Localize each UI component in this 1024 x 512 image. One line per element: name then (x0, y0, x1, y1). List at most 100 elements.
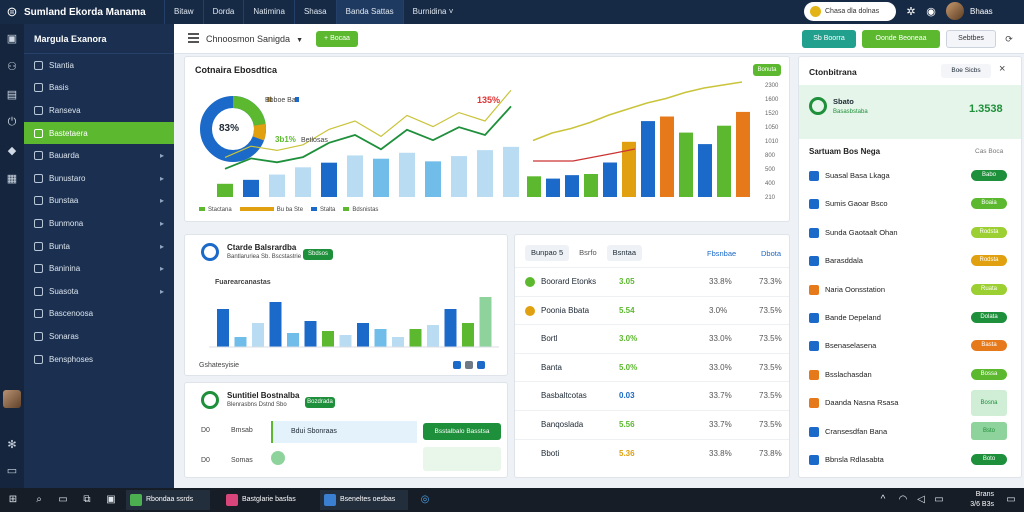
table-row[interactable]: Banta 5.0% 33.0% 73.5% (515, 352, 789, 382)
status-pill[interactable]: Bosna (971, 390, 1007, 417)
panel-button[interactable]: Boe Sicbs (941, 64, 991, 78)
user-name[interactable]: Bhaas (970, 7, 993, 16)
nav-item[interactable]: Bitaw (164, 0, 203, 24)
list-item[interactable]: Naria Oonsstation Ruata (807, 277, 1015, 303)
volume-icon[interactable]: ◁ (917, 494, 925, 505)
nav-item[interactable]: Shasa (293, 0, 336, 24)
home-icon[interactable]: ▣ (6, 32, 18, 45)
status-pill[interactable]: Dolata (971, 312, 1007, 323)
power-icon[interactable]: ⏻ (7, 115, 17, 128)
list-item[interactable]: Barasddala Rodsta (807, 248, 1015, 274)
list-item[interactable]: Sunda Gaotaalt Ohan Rodsta (807, 220, 1015, 246)
status-pill[interactable]: Babo (971, 170, 1007, 181)
sidebar-item[interactable]: Bunstaa ▸ (24, 190, 174, 213)
list-item[interactable]: Bbnsla Rdlasabta Boto (807, 447, 1015, 473)
header-button-secondary[interactable]: Sebtbes (946, 30, 996, 48)
column-header[interactable]: Dbota (761, 249, 782, 258)
sidebar-item[interactable]: Bunmona ▸ (24, 212, 174, 235)
sidebar-item[interactable]: Bunta ▸ (24, 235, 174, 258)
column-header[interactable]: Fbsnbae (707, 249, 737, 258)
task-view-icon[interactable]: ▭ (58, 494, 68, 505)
list-item[interactable]: Sumis Gaoar Bsco Boaia (807, 191, 1015, 217)
settings-icon[interactable]: ✲ (906, 6, 916, 18)
add-button[interactable]: + Bocaa (316, 31, 358, 47)
header-button-primary[interactable]: Sb Boorra (802, 30, 856, 48)
status-pill[interactable]: Boto (971, 454, 1007, 465)
battery-icon[interactable]: ▭ (934, 494, 944, 505)
taskbar-window[interactable]: Bseneltes oesbas (320, 490, 408, 510)
view-icon[interactable] (465, 361, 473, 369)
stats-badge[interactable]: Sbdsos (303, 249, 333, 260)
refresh-icon[interactable]: ⟳ (1005, 34, 1013, 44)
sidebar-item[interactable]: Sonaras (24, 325, 174, 348)
header-button-green[interactable]: Oonde Beoneaa (862, 30, 940, 48)
chat-icon[interactable]: ◆ (7, 144, 17, 157)
menu-icon[interactable] (188, 33, 199, 43)
section-link[interactable]: Cas Boca (975, 148, 1004, 155)
calendar-icon[interactable]: ▦ (6, 172, 18, 185)
sidebar-item[interactable]: Bastetaera (24, 121, 174, 145)
logout-icon[interactable]: ▭ (6, 464, 18, 477)
search-input[interactable]: Chasa dla dolnas (804, 2, 896, 21)
table-row[interactable]: Poonia Bbata 5.54 3.0% 73.5% (515, 295, 789, 325)
view-icon[interactable] (477, 361, 485, 369)
file-explorer-icon[interactable]: ▣ (106, 494, 116, 505)
tab[interactable]: Bsntaa (606, 245, 642, 261)
nav-item-dropdown[interactable]: Burnidina ˅ (402, 0, 463, 24)
tab[interactable]: Bunpao 5 (525, 245, 570, 261)
list-item[interactable]: Cransesdfan Bana Bsto (807, 419, 1015, 445)
table-row[interactable]: Basbaltcotas 0.03 33.7% 73.5% (515, 381, 789, 410)
status-pill[interactable]: Boaia (971, 198, 1007, 210)
users-icon[interactable]: ⚇ (7, 60, 17, 73)
sidebar-item[interactable]: Bensphoses (24, 348, 174, 371)
action-badge[interactable]: Bozdrada (305, 397, 335, 408)
nav-item[interactable]: Dorda (202, 0, 244, 24)
tab[interactable]: Bsrfo (579, 248, 597, 257)
status-pill[interactable]: Ruata (971, 283, 1007, 295)
sidebar-item[interactable]: Bauarda ▸ (24, 144, 174, 167)
row-tag[interactable]: Bdui Sbonraas (271, 421, 417, 443)
browser-icon[interactable]: ◎ (420, 494, 430, 505)
clock[interactable]: Brans 3/6 B3s (970, 490, 994, 510)
sidebar-item[interactable]: Baninina ▸ (24, 257, 174, 280)
view-icon[interactable] (453, 361, 461, 369)
wifi-icon[interactable]: ◠ (898, 494, 908, 505)
document-icon[interactable]: ▤ (6, 88, 18, 101)
search-icon[interactable]: ⌕ (36, 494, 42, 505)
list-item[interactable]: Bsslachasdan Bossa (807, 362, 1015, 388)
overview-badge[interactable]: Bonuta (753, 64, 781, 76)
status-pill[interactable]: Rodsta (971, 226, 1007, 238)
status-pill[interactable]: Rodsta (971, 255, 1007, 267)
sidebar-item[interactable]: Stantia (24, 54, 174, 77)
list-item[interactable]: Bande Depeland Dolata (807, 305, 1015, 331)
row-action-button[interactable]: Bsstalbalo Basstsa (423, 423, 501, 440)
chevron-up-icon[interactable]: ^ (880, 494, 886, 505)
taskbar-window[interactable]: Rbondaa ssrds (126, 490, 210, 510)
table-row[interactable]: Bortl 3.0% 33.0% 73.5% (515, 324, 789, 353)
profile-avatar[interactable] (3, 390, 21, 408)
sidebar-item[interactable]: Bascenoosa (24, 303, 174, 326)
windows-start-icon[interactable]: ⊞ (8, 494, 18, 505)
visibility-icon[interactable]: ◉ (926, 6, 936, 18)
table-row[interactable]: Boorard Etonks 3.05 33.8% 73.3% (515, 267, 789, 296)
sidebar-item[interactable]: Suasota ▸ (24, 280, 174, 303)
table-row[interactable]: Banqoslada 5.56 33.7% 73.5% (515, 410, 789, 439)
breadcrumb[interactable]: Chnoosmon Sanigda ▼ (206, 24, 303, 56)
table-row[interactable]: Bboti 5.36 33.8% 73.8% (515, 438, 789, 468)
close-icon[interactable]: × (999, 63, 1006, 75)
status-pill[interactable]: Bossa (971, 368, 1007, 380)
gear-icon[interactable]: ✻ (7, 438, 17, 451)
sidebar-item[interactable]: Basis (24, 77, 174, 100)
widgets-icon[interactable]: ⧉ (83, 494, 91, 505)
avatar[interactable] (946, 2, 964, 20)
list-item[interactable]: Bsenaselasena Basta (807, 333, 1015, 359)
app-logo-icon[interactable]: ⊜ (6, 4, 18, 19)
nav-item-active[interactable]: Banda Sattas (335, 0, 403, 24)
sidebar-item[interactable]: Ranseva (24, 99, 174, 122)
status-pill[interactable]: Bsto (971, 421, 1007, 440)
sidebar-item[interactable]: Bunustaro ▸ (24, 167, 174, 190)
list-item[interactable]: Suasal Basa Lkaga Babo (807, 163, 1015, 189)
notification-icon[interactable]: ▭ (1006, 494, 1016, 505)
list-item[interactable]: Daanda Nasna Rsasa Bosna (807, 390, 1015, 417)
taskbar-window[interactable]: Bastglarie basfas (222, 490, 310, 510)
